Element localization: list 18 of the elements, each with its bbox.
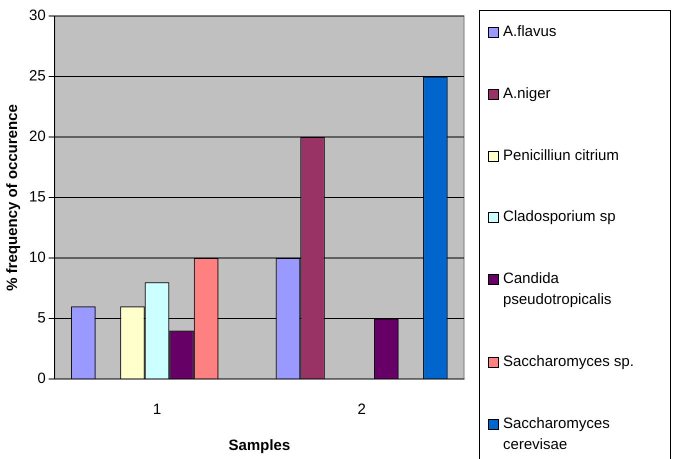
y-tick-label: 0 [37,370,46,388]
y-tick-label: 25 [28,68,46,85]
legend-label: A.niger [503,84,551,104]
y-tick-label: 15 [28,188,46,206]
x-tick-label: 1 [152,401,162,418]
legend-label: A.flavus [503,22,556,42]
y-tick-label: 5 [37,310,46,327]
y-tick-label: 10 [28,249,46,266]
x-tick-label: 2 [358,401,366,418]
legend-label: Saccharomyces cerevisae [503,414,611,455]
legend-label: Candida pseudotropicalis [503,269,612,310]
legend-label: Penicilliun citrium [503,146,619,166]
y-axis-title: % frequency of occurence [4,104,22,291]
y-tick-label: 20 [28,128,46,146]
y-tick-label: 30 [28,7,46,24]
x-axis-title: Samples [228,437,290,454]
legend-label: Cladosporium sp [503,207,616,228]
legend-label: Saccharomyces sp. [503,352,634,372]
